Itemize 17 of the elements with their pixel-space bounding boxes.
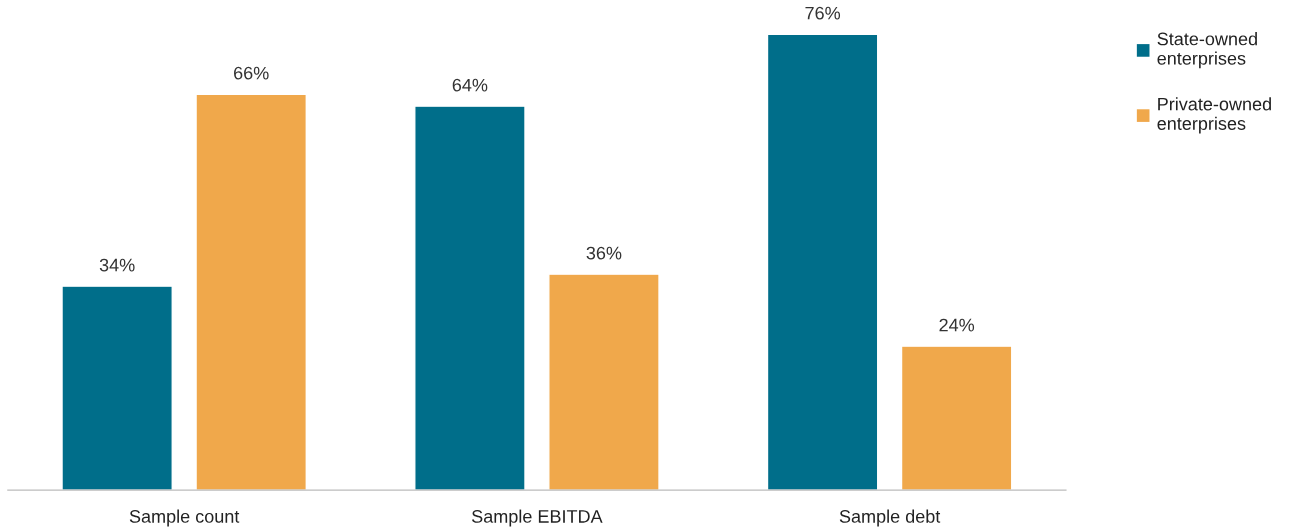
data-label: 24% <box>939 318 975 332</box>
data-label: 34% <box>99 258 135 272</box>
data-label: 64% <box>452 78 488 92</box>
legend-label: State-owned enterprises <box>1157 32 1257 69</box>
x-tick-label: Sample count <box>129 509 240 527</box>
bar <box>61 285 173 491</box>
data-label: 36% <box>586 246 622 260</box>
data-label: 66% <box>234 66 269 80</box>
bar <box>766 33 879 491</box>
bar <box>195 93 307 491</box>
data-label: 76% <box>805 6 841 20</box>
bar <box>900 345 1013 491</box>
legend-label: Private-owned enterprises <box>1157 97 1271 134</box>
x-tick-label: Sample EBITDA <box>472 509 603 527</box>
bar <box>414 105 526 491</box>
x-tick-label: Sample debt <box>839 509 941 527</box>
bar <box>548 273 660 491</box>
